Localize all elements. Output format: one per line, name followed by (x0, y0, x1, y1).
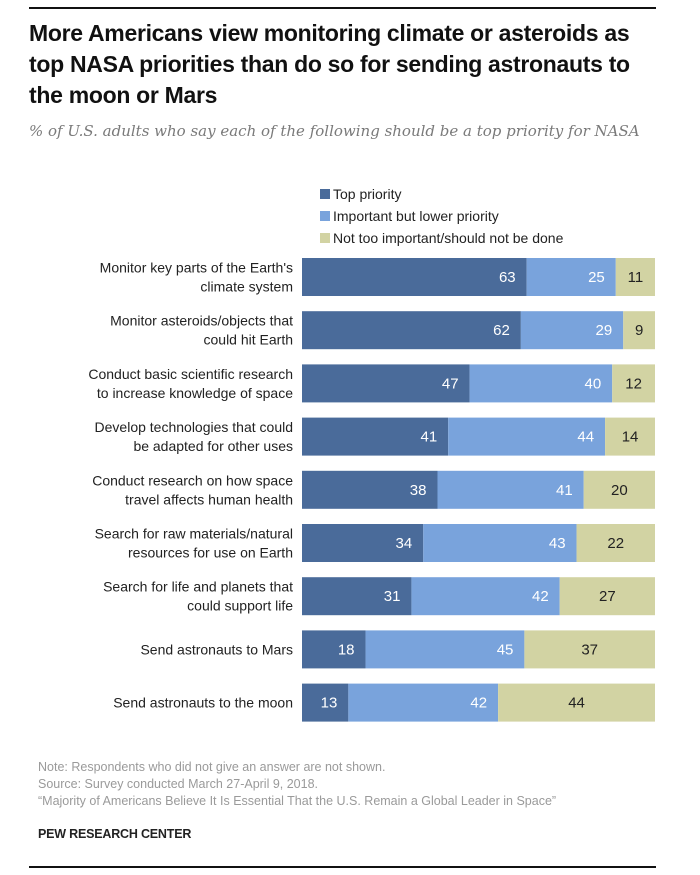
bar-segment-important-lower (437, 470, 584, 509)
bottom-rule (29, 866, 656, 868)
data-label-not-important: 44 (568, 695, 585, 712)
bar-segment-top-priority (302, 524, 424, 562)
bar-segment-top-priority (302, 417, 449, 456)
data-label-important-lower: 41 (556, 482, 573, 499)
pew-brand: PEW RESEARCH CENTER (38, 827, 192, 841)
bar-row: Send astronauts to Mars 18 45 37 (140, 630, 655, 669)
category-label: Develop technologies that could be adapte… (95, 419, 293, 454)
legend-swatch-not-important (320, 233, 330, 243)
footer-note: Note: Respondents who did not give an an… (38, 760, 386, 774)
data-label-important-lower: 29 (596, 322, 613, 339)
bar-segment-top-priority (302, 577, 412, 616)
bar-segment-not-important (623, 311, 655, 350)
bar-row: Conduct basic scientific research to incr… (88, 364, 655, 403)
top-rule (29, 7, 656, 9)
bar-row: Search for life and planets that could su… (103, 577, 655, 616)
data-label-not-important: 12 (625, 375, 642, 392)
legend-label: Top priority (333, 186, 402, 202)
data-label-important-lower: 25 (588, 269, 605, 286)
footer-notes: Note: Respondents who did not give an an… (38, 759, 556, 810)
bar-row: Monitor key parts of the Earth's climate … (100, 258, 655, 296)
legend: Top priority Important but lower priorit… (320, 183, 563, 249)
legend-item-top-priority: Top priority (320, 183, 563, 205)
bar-segment-not-important (576, 524, 655, 562)
bar-segment-top-priority (302, 683, 349, 722)
bar-row: Search for raw materials/natural resource… (95, 524, 655, 562)
data-label-not-important: 11 (628, 269, 644, 286)
bar-segment-important-lower (411, 577, 560, 616)
footer-report: “Majority of Americans Believe It Is Ess… (38, 794, 557, 808)
bar-segment-top-priority (302, 258, 527, 296)
category-label: Search for life and planets that could su… (103, 579, 293, 614)
category-label: Monitor asteroids/objects that could hit … (110, 313, 293, 348)
bar-row: Monitor asteroids/objects that could hit … (110, 311, 655, 350)
legend-item-not-important: Not too important/should not be done (320, 227, 563, 249)
bar-segment-important-lower (520, 311, 624, 350)
data-label-top-priority: 38 (410, 482, 427, 499)
chart-title: More Americans view monitoring climate o… (29, 20, 630, 108)
data-label-not-important: 20 (611, 482, 628, 499)
legend-swatch-important-lower (320, 211, 330, 221)
data-label-important-lower: 44 (577, 429, 594, 446)
data-label-not-important: 14 (622, 429, 639, 446)
bar-segment-important-lower (423, 524, 577, 562)
data-label-not-important: 37 (581, 641, 598, 658)
bar-row: Send astronauts to the moon 13 42 44 (113, 683, 655, 722)
data-label-important-lower: 42 (470, 695, 487, 712)
bar-segment-not-important (498, 683, 655, 722)
data-label-important-lower: 42 (532, 588, 549, 605)
bar-segment-important-lower (448, 417, 606, 456)
legend-item-important-lower: Important but lower priority (320, 205, 563, 227)
data-label-important-lower: 43 (549, 535, 566, 552)
bar-segment-important-lower (365, 630, 525, 669)
category-label: Send astronauts to Mars (140, 641, 293, 657)
data-label-not-important: 22 (607, 535, 624, 552)
legend-label: Not too important/should not be done (333, 230, 564, 246)
bar-segment-top-priority (302, 470, 438, 509)
category-label: Conduct research on how space travel affe… (92, 472, 293, 507)
data-label-not-important: 9 (635, 322, 643, 339)
bar-segment-top-priority (302, 630, 366, 669)
bar-segment-not-important (612, 364, 655, 403)
data-label-not-important: 27 (599, 588, 616, 605)
data-label-top-priority: 62 (493, 322, 510, 339)
data-label-top-priority: 63 (499, 269, 516, 286)
bar-segment-not-important (605, 417, 655, 456)
bar-segment-top-priority (302, 364, 470, 403)
data-label-top-priority: 41 (421, 429, 438, 446)
bar-row: Develop technologies that could be adapte… (95, 417, 655, 456)
data-label-important-lower: 40 (585, 375, 602, 392)
data-label-top-priority: 31 (384, 588, 401, 605)
footer-source: Source: Survey conducted March 27-April … (38, 777, 319, 791)
category-label: Conduct basic scientific research to incr… (88, 366, 293, 401)
bar-segment-not-important (559, 577, 655, 616)
bar-segment-important-lower (348, 683, 499, 722)
bar-segment-not-important (583, 470, 655, 509)
data-label-top-priority: 47 (442, 375, 459, 392)
chart-subtitle: % of U.S. adults who say each of the fol… (29, 122, 640, 140)
bar-segment-top-priority (302, 311, 521, 350)
category-label: Monitor key parts of the Earth's climate … (100, 260, 293, 295)
legend-swatch-top-priority (320, 189, 330, 199)
data-label-important-lower: 45 (497, 641, 514, 658)
data-label-top-priority: 18 (338, 641, 355, 658)
category-label: Search for raw materials/natural resource… (95, 526, 293, 561)
bar-row: Conduct research on how space travel affe… (92, 470, 655, 509)
bar-segment-not-important (524, 630, 655, 669)
bar-segment-important-lower (469, 364, 613, 403)
data-label-top-priority: 34 (396, 535, 413, 552)
bar-segment-important-lower (526, 258, 616, 296)
category-label: Send astronauts to the moon (113, 695, 293, 711)
bar-segment-not-important (615, 258, 655, 296)
data-label-top-priority: 13 (321, 695, 338, 712)
legend-label: Important but lower priority (333, 208, 499, 224)
